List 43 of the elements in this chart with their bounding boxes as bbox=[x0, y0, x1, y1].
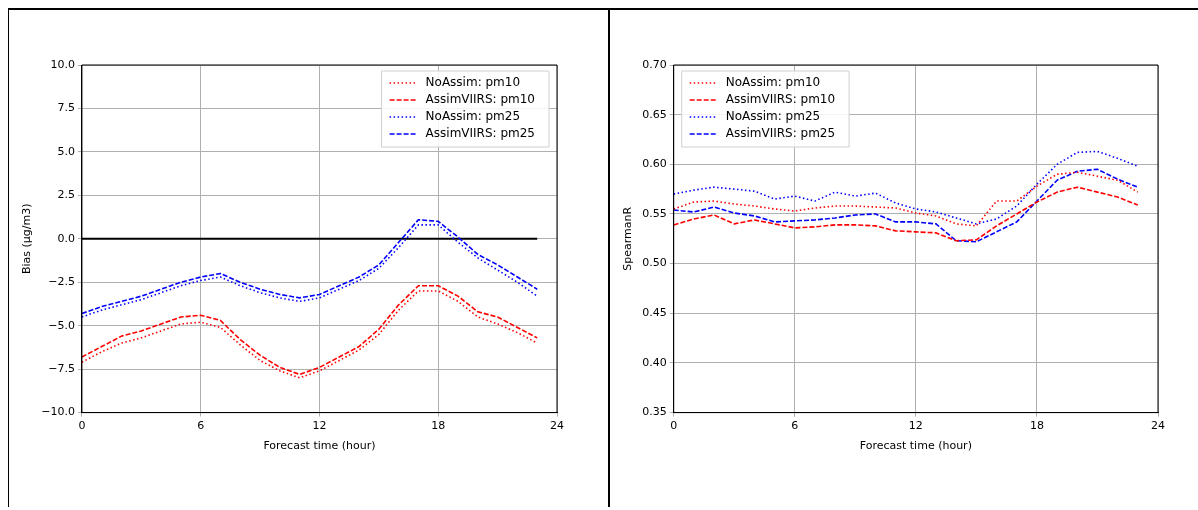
legend-label: NoAssim: pm25 bbox=[725, 109, 820, 124]
x-tick-label: 24 bbox=[550, 419, 564, 433]
legend-label: NoAssim: pm25 bbox=[425, 109, 521, 124]
x-tick-label: 12 bbox=[908, 419, 923, 433]
x-tick-label: 24 bbox=[1150, 419, 1165, 433]
y-tick-label: −2.5 bbox=[48, 275, 75, 289]
y-tick-label: −10.0 bbox=[41, 405, 75, 419]
y-tick-label: 0.70 bbox=[641, 57, 667, 71]
x-tick-label: 6 bbox=[197, 419, 205, 433]
y-tick-label: 0.35 bbox=[641, 405, 667, 419]
line-series bbox=[673, 186, 1139, 242]
y-tick-label: 0.60 bbox=[641, 157, 667, 171]
y-axis-title: SpearmanR bbox=[620, 206, 634, 271]
y-tick-label: 0.45 bbox=[641, 306, 667, 320]
y-tick-label: 5.0 bbox=[57, 144, 75, 158]
x-axis-title: Forecast time (hour) bbox=[263, 439, 376, 453]
legend-label: AssimVIIRS: pm10 bbox=[425, 92, 536, 107]
x-axis-title: Forecast time (hour) bbox=[859, 439, 972, 453]
y-tick-label: 0.40 bbox=[641, 355, 667, 369]
legend-label: AssimVIIRS: pm10 bbox=[725, 92, 835, 107]
y-tick-label: 0.65 bbox=[641, 107, 667, 121]
legend-label: NoAssim: pm10 bbox=[425, 75, 521, 90]
y-axis-title: Bias (μg/m3) bbox=[20, 203, 34, 275]
x-tick-label: 18 bbox=[431, 419, 446, 433]
y-tick-label: −5.0 bbox=[48, 318, 75, 332]
x-tick-label: 12 bbox=[312, 419, 327, 433]
line-series bbox=[673, 168, 1139, 243]
y-tick-label: 0.50 bbox=[641, 256, 667, 270]
legend-label: AssimVIIRS: pm25 bbox=[725, 126, 835, 141]
y-tick-label: −7.5 bbox=[48, 362, 75, 376]
x-tick-label: 0 bbox=[669, 419, 677, 433]
line-series bbox=[673, 171, 1139, 227]
legend-label: NoAssim: pm10 bbox=[725, 75, 820, 90]
y-tick-label: 10.0 bbox=[50, 57, 75, 71]
y-tick-label: 0.55 bbox=[641, 206, 667, 220]
y-tick-label: 7.5 bbox=[57, 101, 75, 115]
x-tick-label: 0 bbox=[78, 419, 86, 433]
y-tick-label: 0.0 bbox=[57, 231, 75, 245]
y-tick-label: 2.5 bbox=[57, 188, 75, 202]
line-series bbox=[673, 150, 1139, 225]
legend-label: AssimVIIRS: pm25 bbox=[425, 126, 536, 141]
x-tick-label: 18 bbox=[1029, 419, 1044, 433]
x-tick-label: 6 bbox=[790, 419, 798, 433]
